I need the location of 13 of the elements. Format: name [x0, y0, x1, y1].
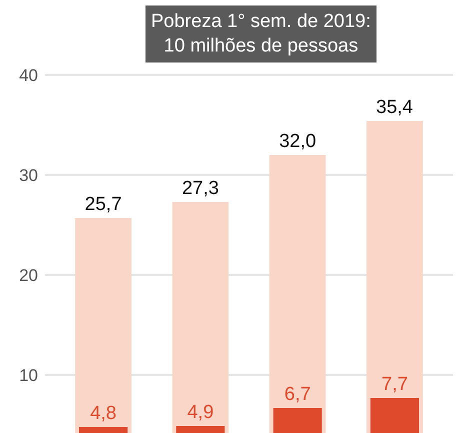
y-tick-label: 10	[19, 366, 38, 385]
data-label: 6,7	[284, 384, 311, 405]
data-label: 25,7	[84, 194, 122, 215]
data-label: 4,8	[90, 403, 116, 424]
data-label: 32,0	[279, 131, 316, 152]
y-tick-label: 30	[19, 166, 38, 185]
data-label: 4,9	[187, 402, 214, 423]
y-tick-label: 40	[19, 66, 38, 85]
y-tick-label: 20	[19, 266, 38, 285]
data-label: 35,4	[376, 97, 414, 118]
data-label: 27,3	[182, 178, 219, 199]
text: Pobreza 1° sem. de 2019: 10 milhões de pessoas	[151, 11, 371, 57]
data-label: 7,7	[382, 374, 408, 395]
